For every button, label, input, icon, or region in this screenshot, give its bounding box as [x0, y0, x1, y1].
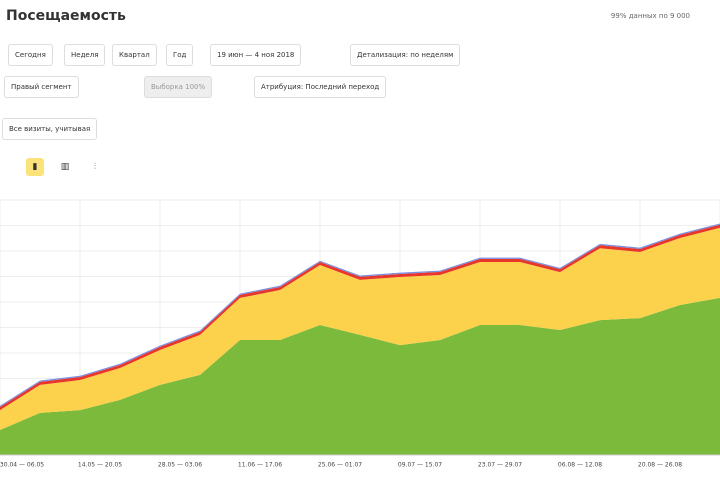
period-button[interactable]: Сегодня: [8, 44, 53, 66]
title: Посещаемость: [6, 8, 126, 24]
date-range[interactable]: 19 июн — 4 ноя 2018: [210, 44, 302, 66]
area: [0, 297, 720, 455]
area: [0, 227, 720, 431]
attribution-select[interactable]: Атрибуция: Последний переход: [254, 76, 387, 98]
chart-type-bar[interactable]: ▥: [60, 162, 70, 172]
chart: 30.04 — 06.05 14.05 — 20.05 28.05 — 03.06 1…: [0, 199, 720, 469]
chart-type-line[interactable]: ⫶: [93, 162, 97, 172]
detail-select[interactable]: Детализация: по неделям: [350, 44, 461, 66]
x-tick-label: 20.08 — 26.08: [638, 462, 682, 469]
x-tick-label: 30.04 — 06.05: [0, 462, 44, 469]
visits-select[interactable]: Все визиты, учитывая: [2, 118, 98, 140]
x-tick-label: 23.07 — 29.07: [478, 462, 522, 469]
chart-type-area[interactable]: ▮: [26, 158, 44, 176]
x-tick-label: 09.07 — 15.07: [398, 462, 442, 469]
note: 99% данных по 9 000: [610, 12, 690, 20]
x-tick-label: 11.06 — 17.06: [238, 462, 282, 469]
sample-select[interactable]: Выборка 100%: [144, 76, 213, 98]
segment-select[interactable]: Правый сегмент: [4, 76, 79, 98]
x-tick-label: 06.08 — 12.08: [558, 462, 602, 469]
period-button[interactable]: Год: [166, 44, 194, 66]
x-tick-label: 28.05 — 03.06: [158, 462, 202, 469]
x-tick-label: 14.05 — 20.05: [78, 462, 122, 469]
x-tick-label: 25.06 — 01.07: [318, 462, 362, 469]
period-button[interactable]: Неделя: [64, 44, 106, 66]
period-button[interactable]: Квартал: [112, 44, 157, 66]
